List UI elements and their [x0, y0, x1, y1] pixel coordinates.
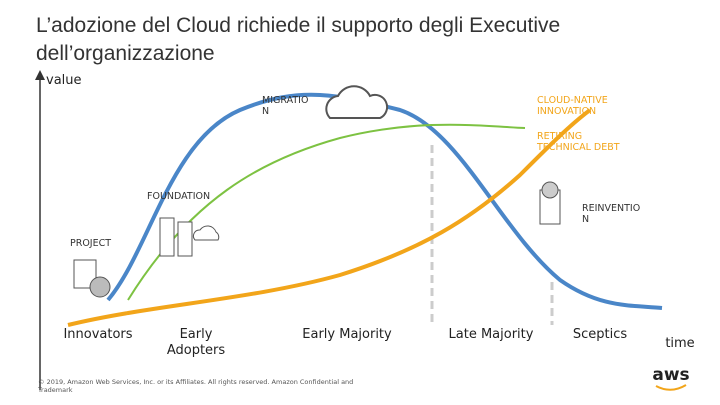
cloud-native-curve [127, 123, 526, 301]
adoption-curve [106, 92, 663, 310]
curve-label: FOUNDATION [147, 191, 210, 202]
curve-label: N [262, 106, 269, 117]
curve-label: INNOVATION [537, 106, 596, 117]
curve-label: RETIRING [537, 131, 582, 142]
title-line: L’adozione del Cloud richiede il support… [36, 14, 560, 37]
phase-label: Early Majority [302, 327, 392, 342]
footer-text: Trademark [37, 386, 73, 394]
curve-label: MIGRATIO [262, 95, 308, 106]
phase-label: Sceptics [573, 327, 628, 342]
retiring-curve [67, 108, 592, 327]
y-axis-label: value [46, 73, 82, 88]
phase-label: Late Majority [449, 327, 534, 342]
phase-label: Innovators [63, 327, 132, 342]
curve-label: TECHNICAL DEBT [536, 142, 620, 153]
curve-label: PROJECT [70, 238, 111, 249]
logo-smile [655, 384, 687, 391]
server-icon [159, 217, 220, 257]
analytics-icon [539, 181, 561, 225]
logo: aws [652, 365, 689, 385]
cloud-icon [325, 85, 389, 119]
axis-arrow [35, 70, 45, 80]
x-axis-label: time [665, 336, 694, 351]
phase-label: Adopters [167, 343, 226, 358]
curve-label: CLOUD-NATIVE [537, 95, 608, 106]
curve-label: N [582, 214, 589, 225]
phase-label: Early [180, 327, 213, 342]
report-icon [73, 259, 111, 298]
title-line: dell’organizzazione [36, 42, 215, 65]
footer-text: © 2019, Amazon Web Services, Inc. or its… [38, 378, 353, 386]
curve-label: REINVENTIO [582, 203, 640, 214]
